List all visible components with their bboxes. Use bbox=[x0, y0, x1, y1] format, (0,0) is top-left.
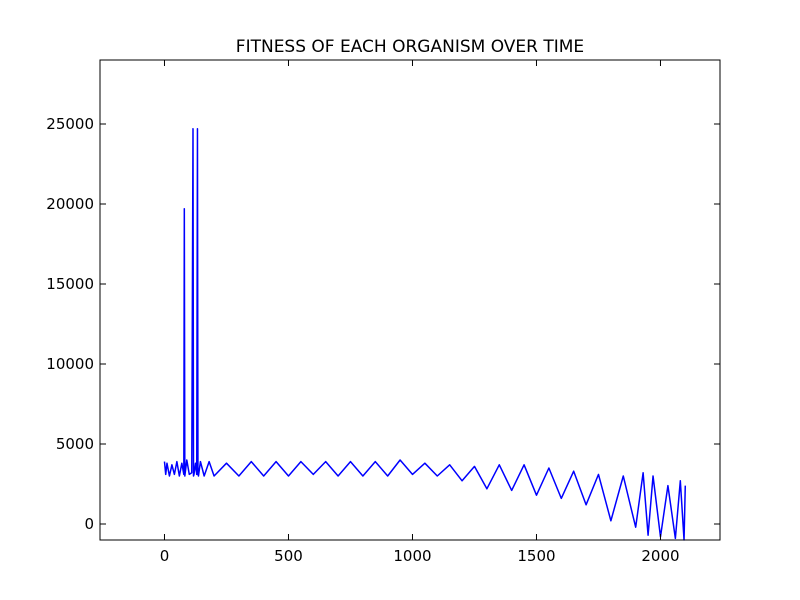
y-tick-label: 5000 bbox=[56, 435, 94, 453]
fitness-series-line bbox=[163, 128, 687, 541]
x-tick-label: 500 bbox=[274, 547, 303, 565]
x-tick-label: 1500 bbox=[517, 547, 555, 565]
series-layer bbox=[163, 128, 687, 541]
y-tick-label: 15000 bbox=[46, 275, 94, 293]
y-tick-label: 25000 bbox=[46, 115, 94, 133]
y-axis: 0 5000 10000 15000 20000 25000 bbox=[46, 115, 720, 533]
x-axis: 0 500 1000 1500 2000 bbox=[160, 60, 680, 565]
chart-title: FITNESS OF EACH ORGANISM OVER TIME bbox=[236, 37, 584, 57]
x-tick-label: 2000 bbox=[641, 547, 679, 565]
x-tick-label: 0 bbox=[160, 547, 170, 565]
y-tick-label: 0 bbox=[84, 515, 94, 533]
y-tick-label: 20000 bbox=[46, 195, 94, 213]
x-tick-label: 1000 bbox=[393, 547, 431, 565]
plot-frame bbox=[99, 59, 721, 541]
y-tick-label: 10000 bbox=[46, 355, 94, 373]
